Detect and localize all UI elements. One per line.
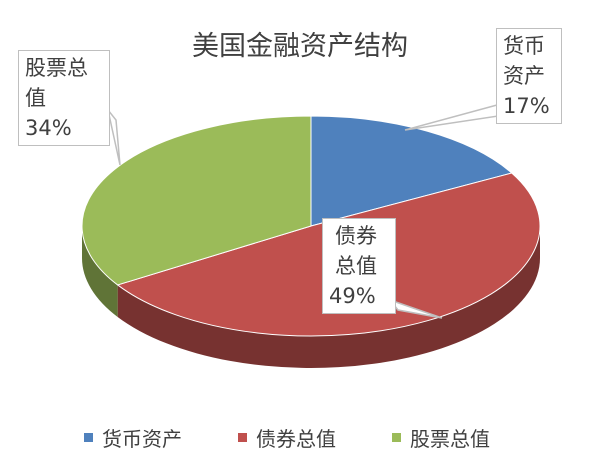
callout-category: 债券总值: [335, 224, 377, 278]
data-label: 17%: [503, 94, 550, 118]
pie-slice: [81, 115, 312, 286]
legend-swatch: [238, 433, 247, 442]
data-label: 49%: [329, 284, 376, 308]
pie-slice: [310, 115, 513, 227]
data-label: 34%: [25, 116, 72, 140]
legend-label: 股票总值: [410, 427, 490, 451]
legend-item: 货币资产: [84, 423, 182, 452]
legend-label: 货币资产: [102, 427, 182, 451]
callout-pointer: [107, 109, 121, 166]
callout-pointer: [404, 104, 507, 131]
data-callout: 债券总值 49%: [322, 218, 396, 314]
chart-title: 美国金融资产结构: [192, 31, 408, 62]
callout-category: 股票总值: [25, 56, 88, 110]
data-callout: 货币资产 17%: [496, 28, 562, 124]
legend-label: 债券总值: [256, 427, 336, 451]
legend-item: 债券总值: [238, 423, 336, 452]
legend-swatch: [392, 433, 401, 442]
pie-slice-side: [117, 226, 541, 369]
pie-slice-side: [82, 226, 118, 317]
callout-category: 货币资产: [503, 34, 545, 88]
legend-item: 股票总值: [392, 423, 490, 452]
data-callout: 股票总值 34%: [18, 50, 110, 146]
legend-swatch: [84, 433, 93, 442]
